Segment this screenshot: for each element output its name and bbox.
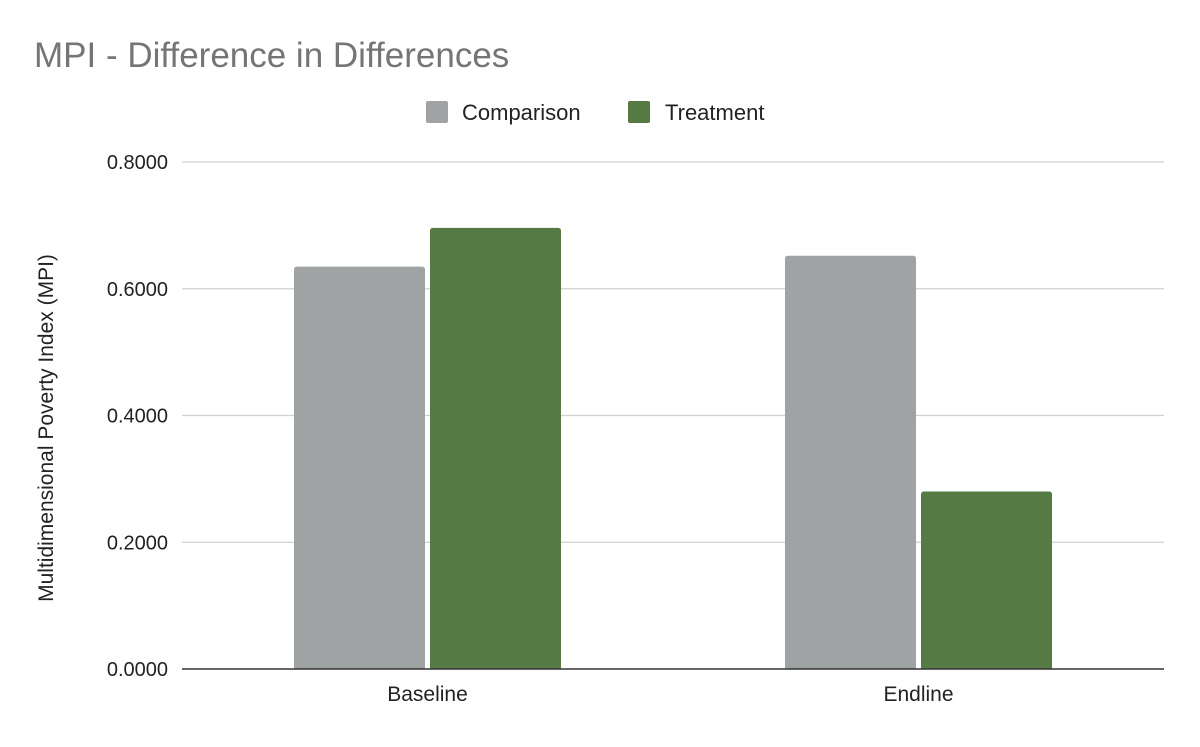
y-tick-label: 0.2000 <box>107 532 168 554</box>
bar-comparison-endline <box>785 255 916 670</box>
bar-treatment-endline <box>921 491 1052 669</box>
legend-label-treatment: Treatment <box>665 100 764 125</box>
x-axis-ticks: Baseline Endline <box>387 683 953 706</box>
legend-swatch-treatment <box>628 101 650 123</box>
bar-comparison-baseline <box>294 266 425 669</box>
y-tick-label: 0.4000 <box>107 406 168 428</box>
y-tick-label: 0.0000 <box>107 659 168 681</box>
y-tick-label: 0.6000 <box>107 279 168 301</box>
x-tick-label: Endline <box>883 683 953 706</box>
legend: Comparison Treatment <box>426 100 764 125</box>
bar-treatment-baseline <box>430 227 561 669</box>
chart-title: MPI - Difference in Differences <box>34 36 509 75</box>
legend-swatch-comparison <box>426 101 448 123</box>
bars <box>294 227 1052 670</box>
y-axis-label: Multidimensional Poverty Index (MPI) <box>35 254 58 602</box>
x-tick-label: Baseline <box>387 683 468 706</box>
y-axis-ticks: 0.0000 0.2000 0.4000 0.6000 0.8000 <box>107 152 168 681</box>
y-tick-label: 0.8000 <box>107 152 168 174</box>
legend-label-comparison: Comparison <box>462 100 581 125</box>
